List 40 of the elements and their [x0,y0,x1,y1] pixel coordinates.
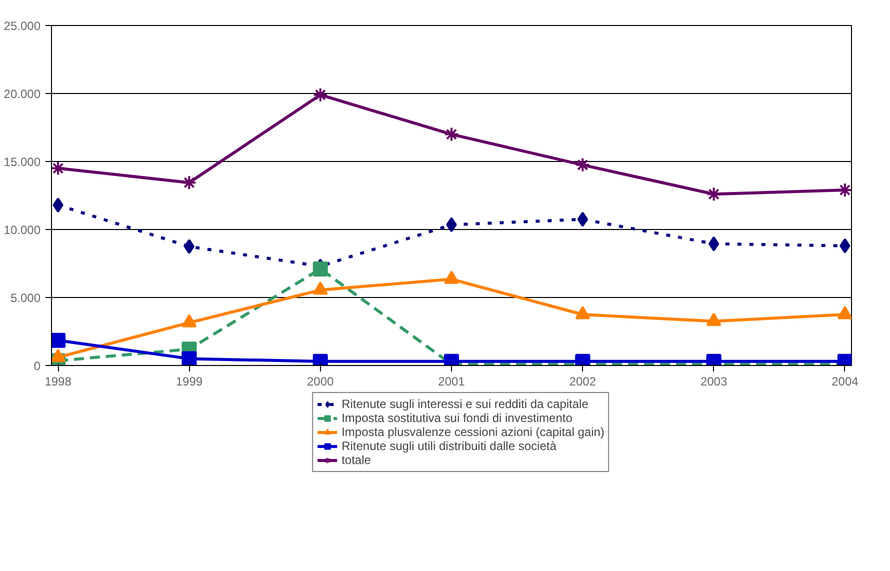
point [312,87,328,102]
point [840,238,850,254]
x-tick-label: 2002 [569,374,596,388]
point [575,157,590,172]
point [446,217,457,232]
point [182,175,197,190]
point [182,351,197,366]
y-tick-label: 5.000 [10,291,41,305]
point [837,306,852,320]
point [706,312,722,326]
point [444,126,459,142]
point [444,270,459,284]
point [52,198,64,213]
y-tick-label: 15.000 [4,155,41,169]
x-tick-label: 2001 [438,374,466,388]
legend-label: Ritenute sugli utili distribuiti dalle società [342,439,556,453]
point [575,306,590,320]
y-tick-label: 0 [34,359,41,373]
point [312,261,328,276]
x-tick-label: 2004 [832,374,859,388]
x-tick-label: 1999 [176,374,203,388]
point [52,348,66,362]
y-tick-label: 25.000 [4,19,41,33]
legend-label: Ritenute sugli interessi e sui redditi da capitale [342,397,588,411]
point [184,239,195,254]
point [577,212,588,227]
x-tick-label: 1998 [44,374,72,388]
point [52,160,66,176]
y-tick-label: 10.000 [4,223,41,237]
y-tick-label: 20.000 [4,87,41,101]
point [312,282,328,295]
legend-label: Imposta plusvalenze cessioni azioni (capital gain) [342,425,604,439]
legend-label: totale [342,453,371,467]
x-tick-label: 2000 [307,374,334,388]
point [182,314,197,328]
x-tick-label: 2003 [700,374,728,388]
point [708,236,720,252]
point [52,332,66,348]
point [706,186,722,202]
legend-label: Imposta sostitutiva sui fondi di investimento [342,411,572,425]
